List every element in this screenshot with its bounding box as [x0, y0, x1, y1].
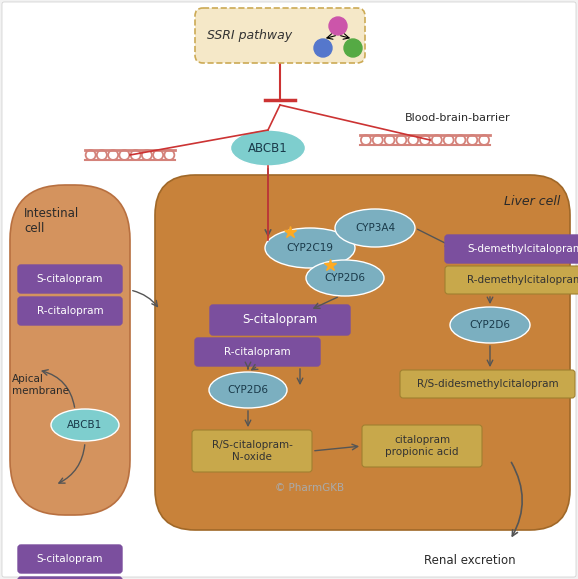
- FancyBboxPatch shape: [195, 8, 365, 63]
- Ellipse shape: [231, 130, 306, 166]
- Text: Apical
membrane: Apical membrane: [12, 374, 69, 396]
- Text: ABCB1: ABCB1: [68, 420, 103, 430]
- FancyBboxPatch shape: [192, 430, 312, 472]
- Circle shape: [329, 17, 347, 35]
- FancyBboxPatch shape: [195, 338, 320, 366]
- Text: S-demethylcitalopram: S-demethylcitalopram: [467, 244, 578, 254]
- Text: CYP2D6: CYP2D6: [228, 385, 269, 395]
- Text: Intestinal
cell: Intestinal cell: [24, 207, 79, 235]
- Text: S-citalopram: S-citalopram: [37, 554, 103, 564]
- FancyBboxPatch shape: [10, 185, 130, 515]
- Ellipse shape: [51, 409, 119, 441]
- FancyBboxPatch shape: [210, 305, 350, 335]
- Text: R-citalopram: R-citalopram: [36, 306, 103, 316]
- Text: R-demethylcitalopram: R-demethylcitalopram: [467, 275, 578, 285]
- FancyBboxPatch shape: [362, 425, 482, 467]
- Text: SSRI pathway: SSRI pathway: [207, 29, 292, 42]
- FancyBboxPatch shape: [400, 370, 575, 398]
- Text: S-citalopram: S-citalopram: [37, 274, 103, 284]
- FancyBboxPatch shape: [18, 265, 122, 293]
- Ellipse shape: [265, 228, 355, 268]
- Text: CYP2D6: CYP2D6: [469, 320, 510, 330]
- Text: CYP3A4: CYP3A4: [355, 223, 395, 233]
- Text: R/S-didesmethylcitalopram: R/S-didesmethylcitalopram: [417, 379, 558, 389]
- Text: S-citalopram: S-citalopram: [242, 313, 318, 327]
- Text: ABCB1: ABCB1: [248, 141, 288, 155]
- FancyBboxPatch shape: [445, 266, 578, 294]
- FancyBboxPatch shape: [18, 545, 122, 573]
- Text: © PharmGKB: © PharmGKB: [276, 483, 344, 493]
- Text: R/S-citalopram-
N-oxide: R/S-citalopram- N-oxide: [212, 440, 292, 462]
- FancyBboxPatch shape: [18, 577, 122, 579]
- Text: Renal excretion: Renal excretion: [424, 554, 516, 566]
- FancyBboxPatch shape: [445, 235, 578, 263]
- FancyBboxPatch shape: [155, 175, 570, 530]
- Ellipse shape: [335, 209, 415, 247]
- Circle shape: [314, 39, 332, 57]
- Text: CYP2C19: CYP2C19: [287, 243, 334, 253]
- Text: citalopram
propionic acid: citalopram propionic acid: [386, 435, 459, 457]
- Circle shape: [344, 39, 362, 57]
- Text: R-citalopram: R-citalopram: [224, 347, 291, 357]
- Ellipse shape: [306, 260, 384, 296]
- Text: CYP2D6: CYP2D6: [324, 273, 365, 283]
- Text: Blood-brain-barrier: Blood-brain-barrier: [405, 113, 510, 123]
- Ellipse shape: [209, 372, 287, 408]
- Ellipse shape: [450, 307, 530, 343]
- FancyBboxPatch shape: [18, 297, 122, 325]
- Text: Liver cell: Liver cell: [503, 195, 560, 208]
